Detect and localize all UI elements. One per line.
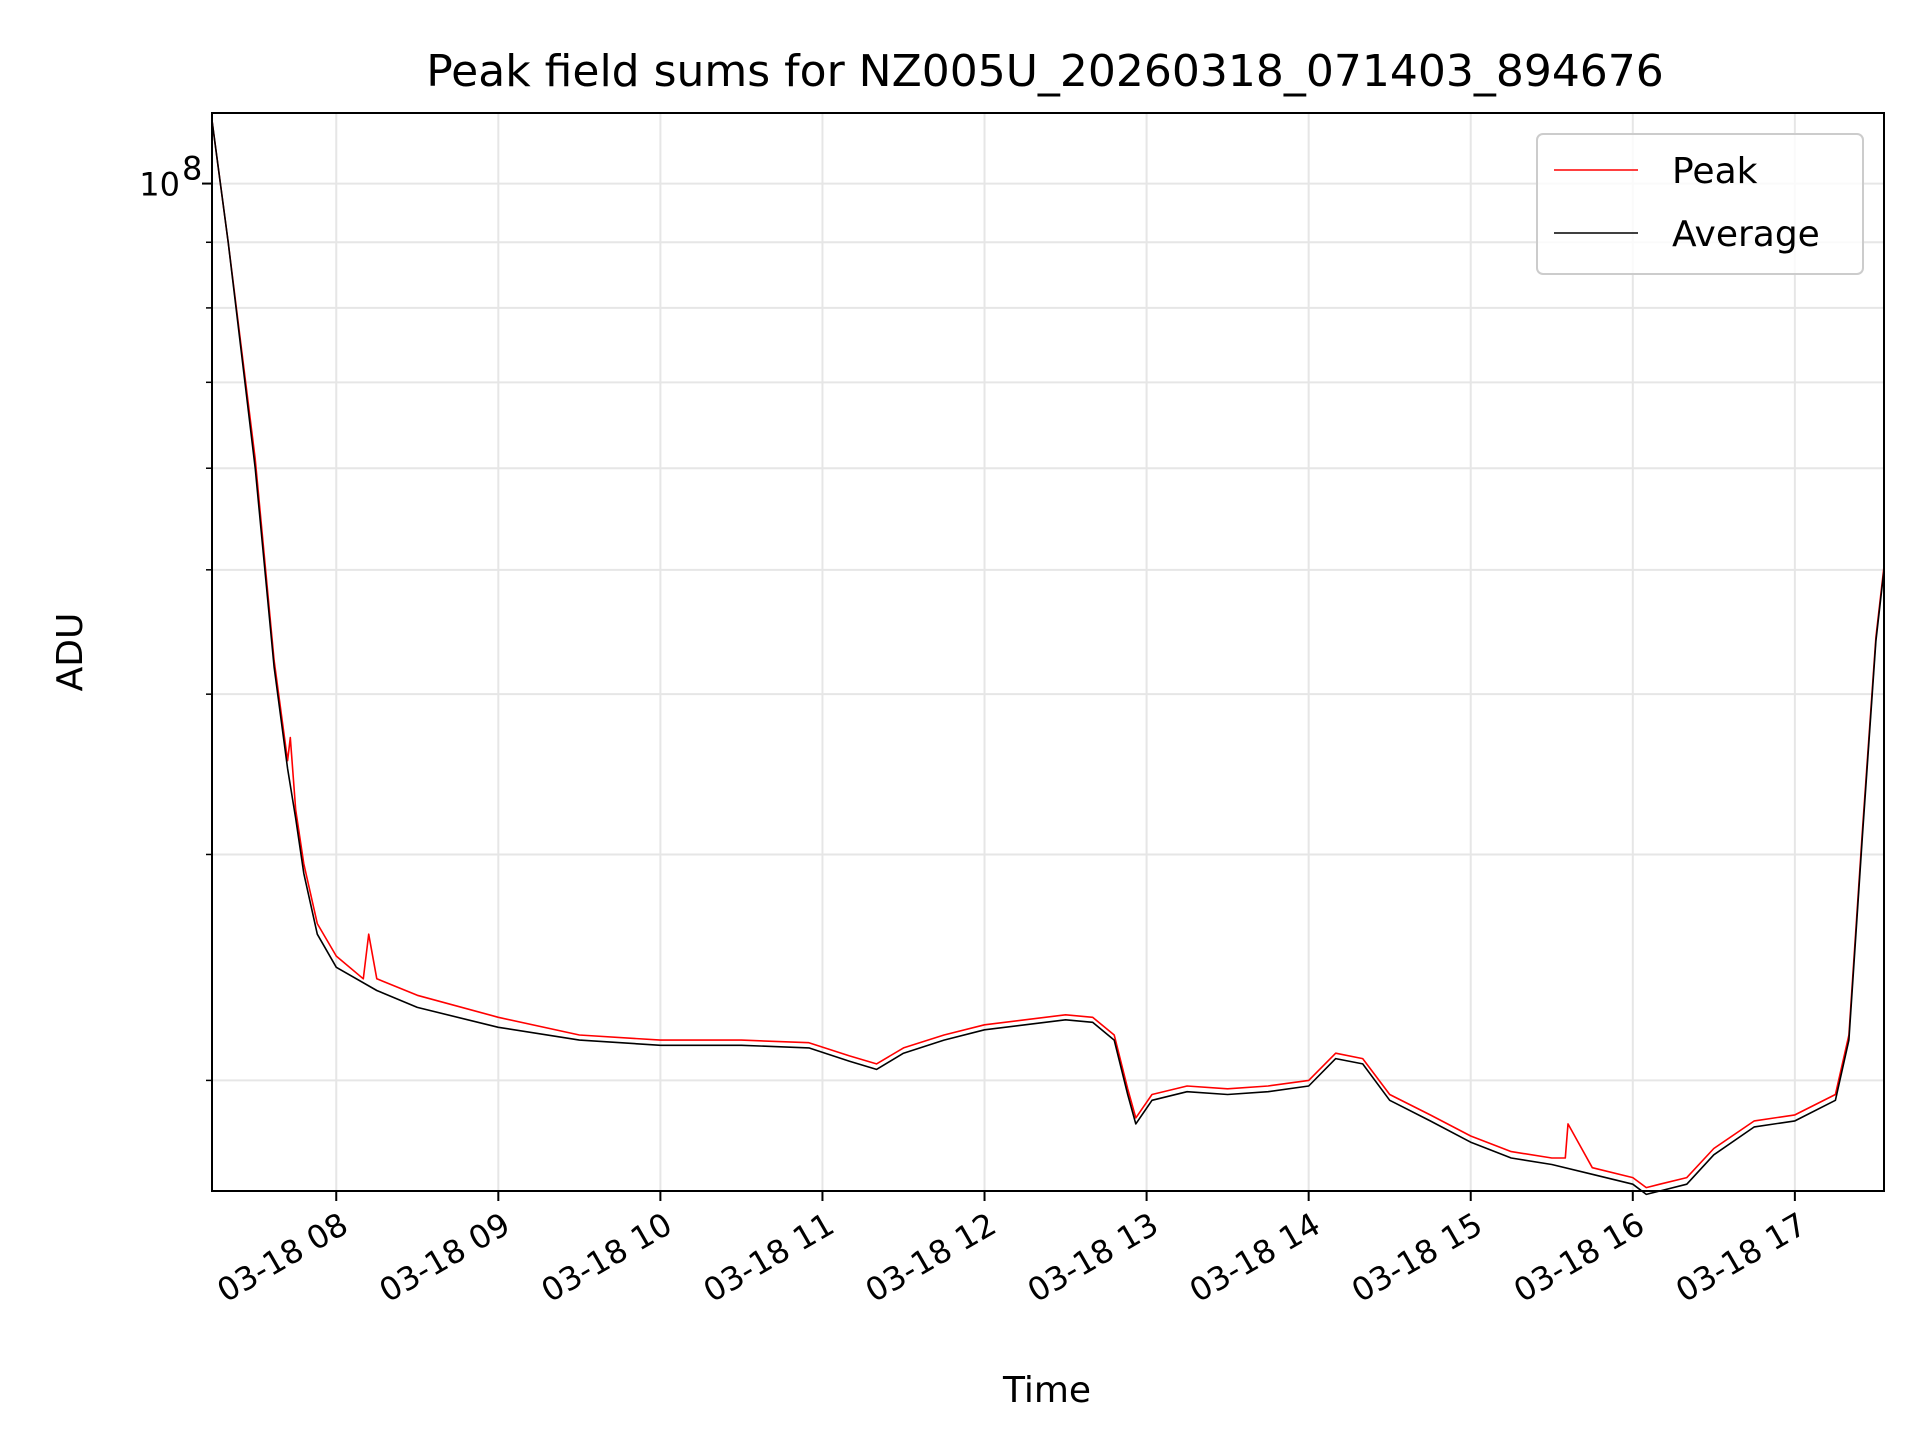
y-axis: 10 8	[139, 150, 212, 1082]
plot-frame	[211, 112, 1885, 1192]
legend: Peak Average	[1536, 133, 1864, 275]
x-axis-label: Time	[1002, 1370, 1091, 1411]
legend-box	[1536, 133, 1864, 275]
y-tick-label: 10	[139, 166, 180, 204]
chart-title: Peak field sums for NZ005U_20260318_0714…	[426, 46, 1664, 97]
legend-peak-label: Peak	[1672, 151, 1758, 192]
y-tick-exponent: 8	[182, 150, 202, 188]
series-lines	[211, 120, 1885, 1196]
legend-average-label: Average	[1672, 214, 1820, 255]
series-line-peak	[211, 120, 1885, 1189]
y-axis-label: ADU	[50, 613, 91, 692]
series-line-average	[211, 120, 1885, 1196]
